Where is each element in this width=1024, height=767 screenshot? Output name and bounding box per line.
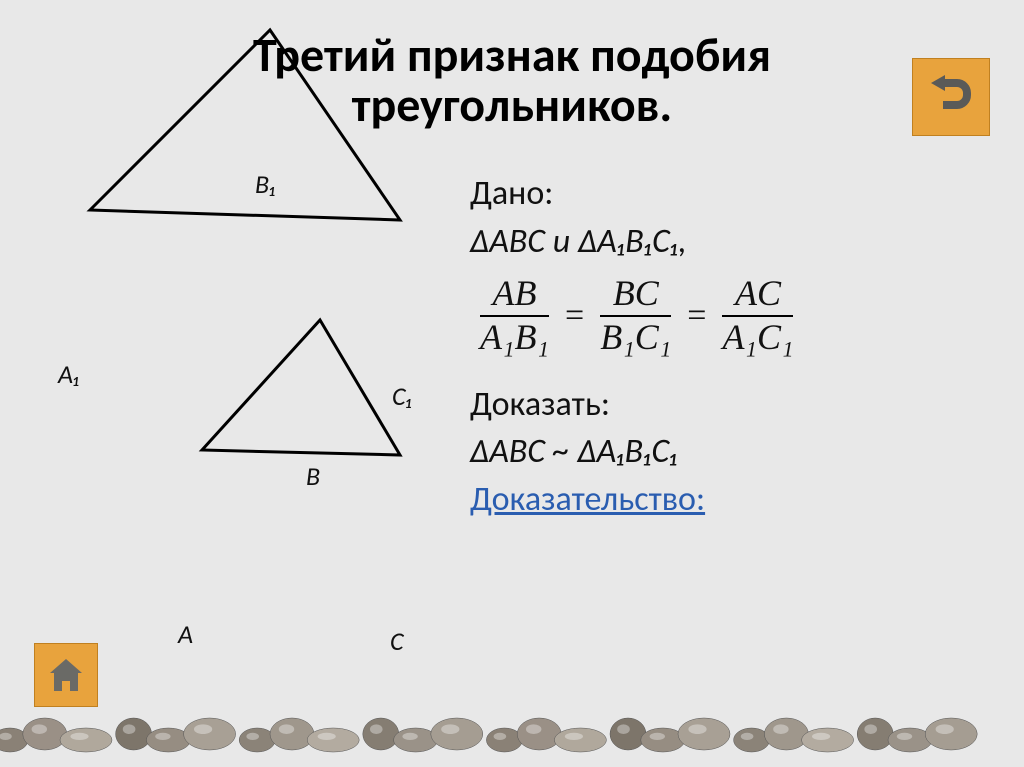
- proof-link[interactable]: Доказательство:: [470, 479, 705, 520]
- figure-column: A₁ B₁ C₁ A B C: [0, 170, 470, 524]
- vertex-label-c: C: [390, 625, 404, 657]
- vertex-label-a1: A₁: [58, 358, 79, 390]
- frac3-den: A₁C₁: [722, 315, 793, 357]
- stones-border: [0, 709, 1024, 759]
- triangles-svg: [0, 0, 470, 700]
- u-turn-arrow-icon: [923, 69, 979, 125]
- fraction-3: AC A₁C₁: [712, 275, 803, 357]
- triangle-abc: [202, 320, 400, 455]
- frac2-num: BC: [613, 275, 659, 315]
- vertex-label-b: B: [306, 460, 320, 492]
- frac2-den: B₁C₁: [600, 315, 671, 357]
- vertex-label-a: A: [178, 618, 193, 650]
- equals-2: =: [681, 292, 712, 340]
- given-block: Дано: ∆ABC и ∆A₁B₁C₁,: [470, 170, 1000, 265]
- fraction-2: BC B₁C₁: [590, 275, 681, 357]
- frac1-num: AB: [493, 275, 537, 315]
- triangle-a1b1c1: [90, 30, 400, 220]
- fraction-1: AB A₁B₁: [470, 275, 559, 357]
- text-column: Дано: ∆ABC и ∆A₁B₁C₁, AB A₁B₁ = BC B₁C₁ …: [470, 170, 1000, 524]
- frac3-num: AC: [735, 275, 781, 315]
- back-button[interactable]: [912, 58, 990, 136]
- given-line: ∆ABC и ∆A₁B₁C₁,: [470, 218, 1000, 266]
- prove-line: ∆ABC ~ ∆A₁B₁C₁: [470, 428, 1000, 476]
- frac1-den: A₁B₁: [480, 315, 549, 357]
- vertex-label-c1: C₁: [392, 380, 412, 412]
- given-label: Дано:: [470, 173, 553, 214]
- prove-block: Доказать: ∆ABC ~ ∆A₁B₁C₁ Доказательство:: [470, 381, 1000, 524]
- content-region: A₁ B₁ C₁ A B C Дано: ∆ABC и ∆A₁B₁C₁, AB …: [0, 170, 1024, 524]
- vertex-label-b1: B₁: [255, 168, 276, 200]
- prove-label: Доказать:: [470, 384, 610, 425]
- ratio-row: AB A₁B₁ = BC B₁C₁ = AC A₁C₁: [470, 275, 1000, 357]
- equals-1: =: [559, 292, 590, 340]
